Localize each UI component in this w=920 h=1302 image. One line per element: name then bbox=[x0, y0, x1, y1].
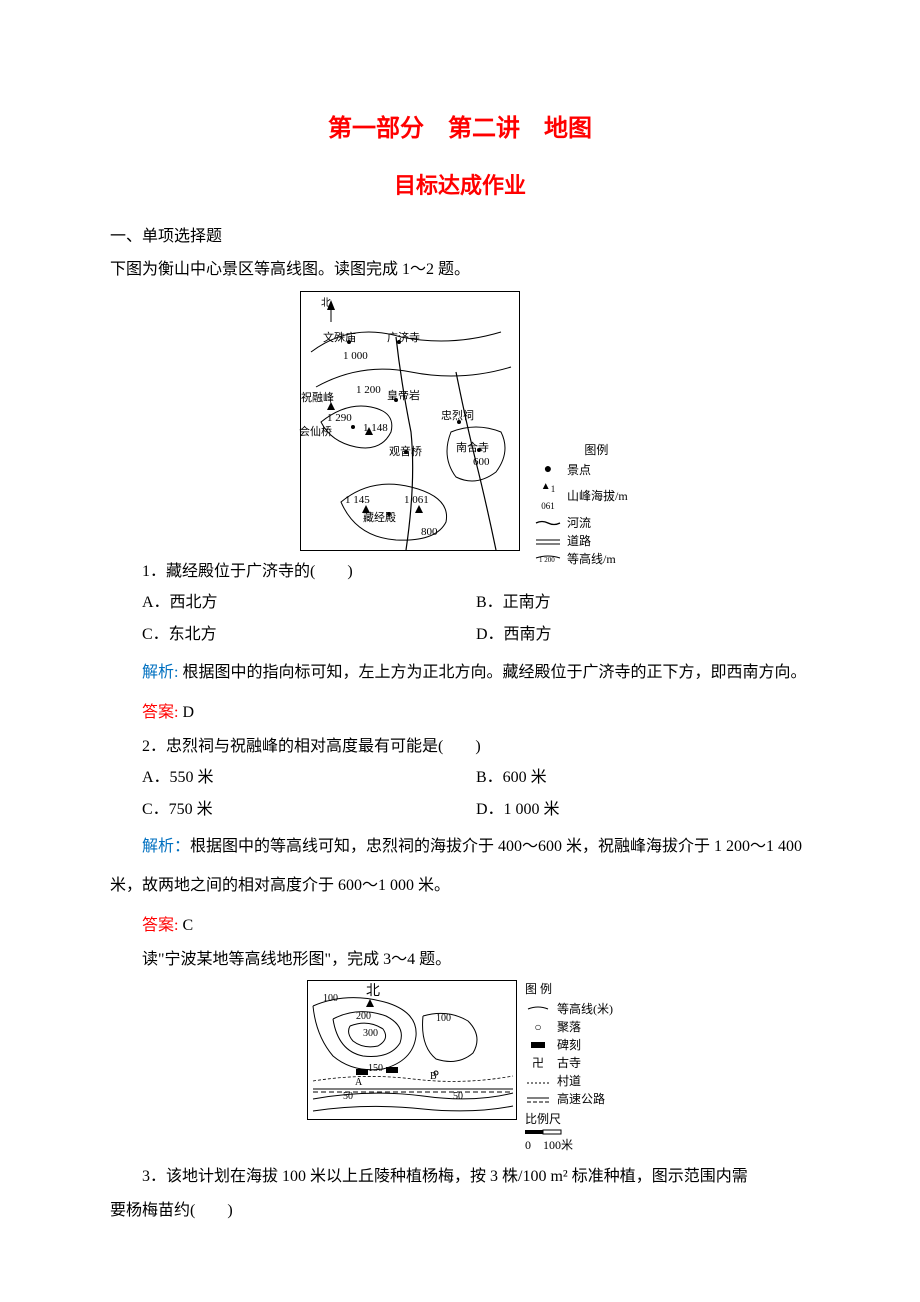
legend-item-4: 等高线/m bbox=[567, 550, 616, 568]
question-1: 1．藏经殿位于广济寺的( ) bbox=[110, 559, 810, 585]
intro-1: 下图为衡山中心景区等高线图。读图完成 1～2 题。 bbox=[110, 257, 810, 283]
lbl-wenshu: 文殊庙 bbox=[323, 330, 356, 348]
m2-scale-values: 0 100米 bbox=[525, 1136, 613, 1154]
q2-optD: D．1 000 米 bbox=[476, 797, 810, 823]
legend-item-2: 河流 bbox=[567, 514, 591, 532]
answer-2-label: 答案: bbox=[142, 917, 178, 934]
lbl-cangjing: 藏经殿 bbox=[363, 510, 396, 528]
m2-200: 200 bbox=[356, 1009, 371, 1025]
m2-150: 150 bbox=[368, 1061, 383, 1077]
legend-item-0: 景点 bbox=[567, 461, 591, 479]
q1-options-row2: C．东北方 D．西南方 bbox=[110, 622, 810, 648]
m2-300: 300 bbox=[363, 1026, 378, 1042]
answer-1-label: 答案: bbox=[142, 704, 178, 721]
question-3-line2: 要杨梅苗约( ) bbox=[110, 1198, 810, 1224]
q1-optA: A．西北方 bbox=[142, 590, 476, 616]
lbl-zhurong: 祝融峰 bbox=[301, 390, 334, 408]
title-sub: 目标达成作业 bbox=[110, 168, 810, 203]
answer-1: 答案: D bbox=[110, 700, 810, 726]
lbl-huixian: 会仙桥 bbox=[299, 424, 332, 442]
m2-leg-4: 村道 bbox=[557, 1072, 581, 1090]
legend-title: 图例 bbox=[535, 441, 628, 459]
svg-text:1 200: 1 200 bbox=[539, 556, 555, 563]
question-2: 2．忠烈祠与祝融峰的相对高度最有可能是( ) bbox=[110, 734, 810, 760]
lbl-1148: 1 148 bbox=[363, 420, 388, 438]
lbl-1145: 1 145 bbox=[345, 492, 370, 510]
m2-100a: 100 bbox=[323, 991, 338, 1007]
question-3-line1: 3．该地计划在海拔 100 米以上丘陵种植杨梅，按 3 株/100 m² 标准种… bbox=[110, 1164, 810, 1190]
section-heading: 一、单项选择题 bbox=[110, 224, 810, 250]
map2-svg: 北 bbox=[308, 981, 518, 1121]
lbl-1000: 1 000 bbox=[343, 348, 368, 366]
m2-leg-2: 碑刻 bbox=[557, 1036, 581, 1054]
m2-leg-1: 聚落 bbox=[557, 1018, 581, 1036]
intro-2: 读"宁波某地等高线地形图"，完成 3～4 题。 bbox=[110, 947, 810, 973]
m2-leg-0: 等高线(米) bbox=[557, 1000, 613, 1018]
m2-scale-label: 比例尺 bbox=[525, 1110, 613, 1128]
analysis-2-label: 解析： bbox=[142, 838, 190, 855]
m2-leg-3: 古寺 bbox=[557, 1054, 581, 1072]
q1-optC: C．东北方 bbox=[142, 622, 476, 648]
analysis-1: 解析: 根据图中的指向标可知，左上方为正北方向。藏经殿位于广济寺的正下方，即西南… bbox=[110, 654, 810, 692]
q2-optA: A．550 米 bbox=[142, 765, 476, 791]
m2-A: A bbox=[355, 1075, 362, 1091]
m2-50b: 50 bbox=[453, 1089, 463, 1105]
m2-legend-title: 图 例 bbox=[525, 980, 613, 998]
lbl-1061: 1 061 bbox=[404, 492, 429, 510]
lbl-1200a: 1 200 bbox=[356, 382, 381, 400]
q1-optD: D．西南方 bbox=[476, 622, 810, 648]
figure-2: 北 100 200 300 100 150 A B 50 50 图 例 等高线(… bbox=[110, 980, 810, 1154]
figure-1: 北 文殊庙 广济寺 1 000 祝融峰 1 200 皇帝岩 1 29 bbox=[110, 291, 810, 551]
analysis-2: 解析：根据图中的等高线可知，忠烈祠的海拔介于 400～600 米，祝融峰海拔介于… bbox=[110, 828, 810, 905]
analysis-1-text: 根据图中的指向标可知，左上方为正北方向。藏经殿位于广济寺的正下方，即西南方向。 bbox=[178, 664, 806, 681]
svg-text:北: 北 bbox=[321, 297, 331, 309]
analysis-1-label: 解析: bbox=[142, 664, 178, 681]
legend-item-3: 道路 bbox=[567, 532, 591, 550]
m2-leg-5: 高速公路 bbox=[557, 1090, 605, 1108]
q2-optB: B．600 米 bbox=[476, 765, 810, 791]
answer-2-text: C bbox=[178, 917, 193, 934]
svg-text:北: 北 bbox=[366, 983, 380, 999]
lbl-guangji: 广济寺 bbox=[387, 330, 420, 348]
m2-50a: 50 bbox=[343, 1089, 353, 1105]
m2-B: B bbox=[430, 1069, 437, 1085]
title-main: 第一部分 第二讲 地图 bbox=[110, 110, 810, 148]
q2-options-row1: A．550 米 B．600 米 bbox=[110, 765, 810, 791]
lbl-zhonglie: 忠烈祠 bbox=[441, 408, 474, 426]
answer-2: 答案: C bbox=[110, 913, 810, 939]
q1-options-row1: A．西北方 B．正南方 bbox=[110, 590, 810, 616]
q2-options-row2: C．750 米 D．1 000 米 bbox=[110, 797, 810, 823]
m2-100b: 100 bbox=[436, 1011, 451, 1027]
lbl-guanyin: 观音桥 bbox=[389, 444, 422, 462]
q1-optB: B．正南方 bbox=[476, 590, 810, 616]
analysis-2-text: 根据图中的等高线可知，忠烈祠的海拔介于 400～600 米，祝融峰海拔介于 1 … bbox=[110, 838, 802, 893]
legend-item-1: 山峰海拔/m bbox=[567, 487, 628, 505]
lbl-600: 600 bbox=[473, 454, 490, 472]
answer-1-text: D bbox=[178, 704, 194, 721]
lbl-huangdi: 皇帝岩 bbox=[387, 388, 420, 406]
map2-legend: 图 例 等高线(米) ○聚落 碑刻 卍古寺 村道 高速公路 比例尺 0 100米 bbox=[525, 980, 613, 1154]
q2-optC: C．750 米 bbox=[142, 797, 476, 823]
map1-legend: 图例 ●景点 ▲1 061山峰海拔/m 河流 道路 1 200等高线/m bbox=[535, 441, 628, 568]
lbl-800: 800 bbox=[421, 524, 438, 542]
